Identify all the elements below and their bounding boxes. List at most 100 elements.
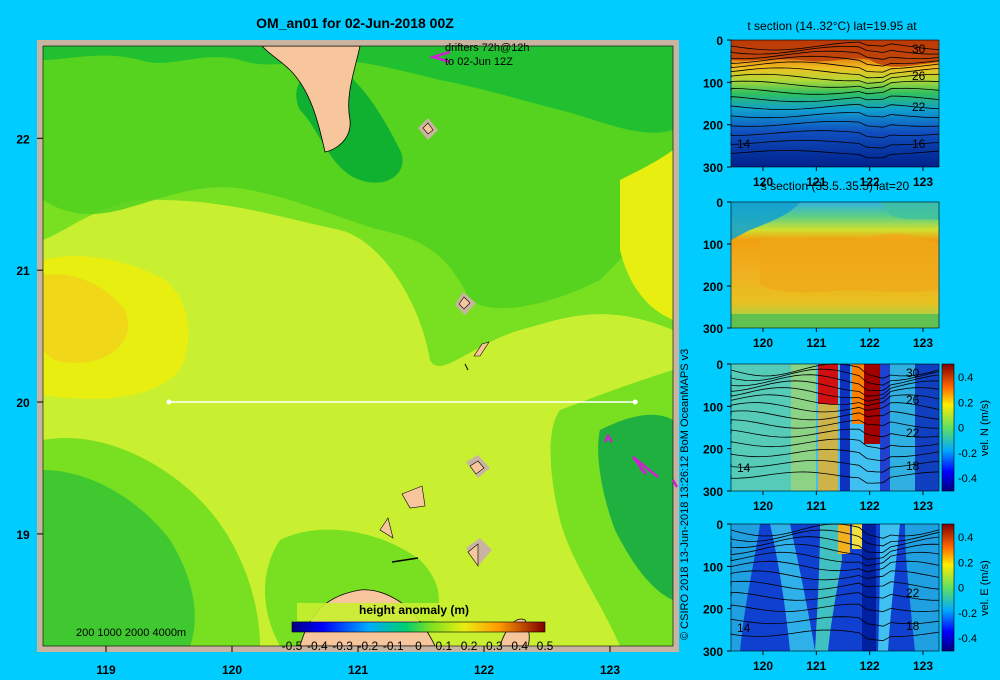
s-section-title: s section (33.5..35.5) lat=20 — [761, 179, 910, 193]
section-x-tick-label: 123 — [913, 175, 933, 189]
contour-line — [730, 80, 940, 90]
contour-line — [730, 543, 940, 560]
section-x-tick-label: 122 — [860, 659, 880, 673]
drifters-note-line2: to 02-Jun 12Z — [445, 56, 513, 68]
contour-line — [730, 87, 940, 95]
colorbar-tick-label: 0 — [958, 423, 964, 435]
section-x-tick-label: 121 — [806, 336, 826, 350]
t-section-contours — [730, 41, 940, 159]
colorbar-tick-label: 0.1 — [435, 639, 452, 653]
section-x-tick-label: 121 — [806, 659, 826, 673]
t-section-y-ticks: 0 100 200 300 — [703, 34, 731, 175]
vel-n-colorbar-label: vel. N (m/s) — [979, 400, 991, 456]
section-y-tick-label: 100 — [703, 400, 723, 414]
colorbar-tick-label: -0.4 — [958, 633, 977, 645]
contour-line — [730, 460, 940, 473]
map-y-tick-label: 19 — [16, 528, 30, 542]
vel-n-contour-labels: 30 26 22 18 14 — [737, 366, 920, 475]
contour-line — [730, 368, 940, 386]
section-y-tick-label: 200 — [703, 443, 723, 457]
contour-line — [730, 121, 940, 128]
contour-label: 22 — [906, 586, 920, 600]
height-anomaly-field — [43, 46, 673, 646]
contour-line — [730, 603, 940, 613]
contour-line — [730, 428, 940, 438]
section-x-tick-label: 121 — [806, 499, 826, 513]
vel-e-colorbar — [941, 523, 955, 652]
section-y-tick-label: 100 — [703, 560, 723, 574]
section-x-tick-label: 122 — [860, 499, 880, 513]
section-x-tick-label: 121 — [806, 175, 826, 189]
contour-label: 30 — [906, 366, 920, 380]
colorbar-tick-label: 0 — [958, 583, 964, 595]
height-anomaly-colorbar: height anomaly (m) -0.5 -0.4 -0.3 -0.2 -0.1 0… — [282, 603, 554, 653]
section-x-tick-label: 120 — [753, 175, 773, 189]
section-y-tick-label: 0 — [716, 518, 723, 532]
colorbar-tick-label: -0.4 — [307, 639, 328, 653]
drifter-arrow — [632, 456, 659, 478]
section-line-start — [166, 399, 172, 405]
colorbar-tick-label: 0 — [415, 639, 422, 653]
section-y-tick-label: 100 — [703, 238, 723, 252]
colorbar-tick-label: 0.4 — [958, 532, 973, 544]
contour-label: 14 — [737, 461, 751, 475]
section-y-tick-label: 200 — [703, 603, 723, 617]
contour-label: 14 — [737, 137, 751, 151]
drifter-arrow — [671, 479, 679, 488]
map-x-tick-label: 119 — [96, 663, 116, 677]
contour-label: 22 — [912, 100, 926, 114]
contour-line — [730, 536, 940, 553]
main-map-panel: OM_an01 for 02-Jun-2018 00Z — [16, 15, 691, 677]
colorbar-tick-label: -0.4 — [958, 473, 977, 485]
colorbar-tick-label: 0.3 — [486, 639, 503, 653]
contour-line — [730, 95, 940, 103]
colorbar-tick-label: 0.2 — [958, 557, 973, 569]
contour-label: 26 — [906, 393, 920, 407]
map-x-tick-label: 123 — [600, 663, 620, 677]
contour-line — [730, 50, 940, 60]
t-section-panel: t section (14..32°C) lat=19.95 at 30 26 22… — [703, 19, 940, 189]
s-section-panel: s section (33.5..35.5) lat=20 120 121 122 1… — [703, 179, 940, 350]
contour-line — [730, 419, 940, 429]
vel-e-colorbar-ticks: 0.4 0.2 0 -0.2 -0.4 — [958, 532, 977, 645]
colorbar-tick-label: -0.2 — [958, 448, 977, 460]
contour-line — [730, 629, 940, 642]
section-y-tick-label: 0 — [716, 358, 723, 372]
section-y-tick-label: 300 — [703, 485, 723, 499]
credit-text: © CSIRO 2018 13-Jun-2018 13:26:12 BoM Oc… — [679, 349, 691, 640]
vel-e-contour-labels: 22 18 14 — [737, 586, 920, 635]
contour-line — [730, 529, 940, 547]
contour-line — [730, 140, 940, 149]
section-y-tick-label: 0 — [716, 196, 723, 210]
depth-scale-label: 200 1000 2000 4000m — [76, 627, 186, 639]
map-y-tick-label: 21 — [16, 264, 30, 278]
section-x-tick-label: 123 — [913, 499, 933, 513]
map-x-tick-label: 121 — [348, 663, 368, 677]
section-y-tick-label: 300 — [703, 645, 723, 659]
contour-line — [730, 570, 940, 581]
section-y-tick-label: 200 — [703, 280, 723, 294]
section-x-tick-label: 123 — [913, 336, 933, 350]
contour-label: 18 — [906, 459, 920, 473]
colorbar-label: height anomaly (m) — [359, 603, 469, 617]
drifter-arrows — [428, 50, 679, 488]
contour-line — [730, 130, 940, 139]
contour-line — [730, 580, 940, 591]
contour-line — [730, 591, 940, 601]
contour-label: 26 — [912, 69, 926, 83]
t-section-x-ticks: 120 121 122 123 — [753, 167, 933, 189]
section-line-end — [632, 399, 638, 405]
s-section-x-ticks: 120 121 122 123 — [753, 328, 933, 350]
contour-label: 30 — [912, 42, 926, 56]
contour-line — [730, 448, 940, 462]
contour-line — [730, 560, 940, 573]
colorbar-tick-label: -0.2 — [958, 608, 977, 620]
contour-line — [730, 112, 940, 119]
contour-line — [730, 394, 940, 407]
contour-line — [730, 402, 940, 413]
vel-n-colorbar-ticks: 0.4 0.2 0 -0.2 -0.4 — [958, 372, 977, 485]
t-section-contour-labels: 30 26 22 16 14 — [737, 42, 926, 151]
